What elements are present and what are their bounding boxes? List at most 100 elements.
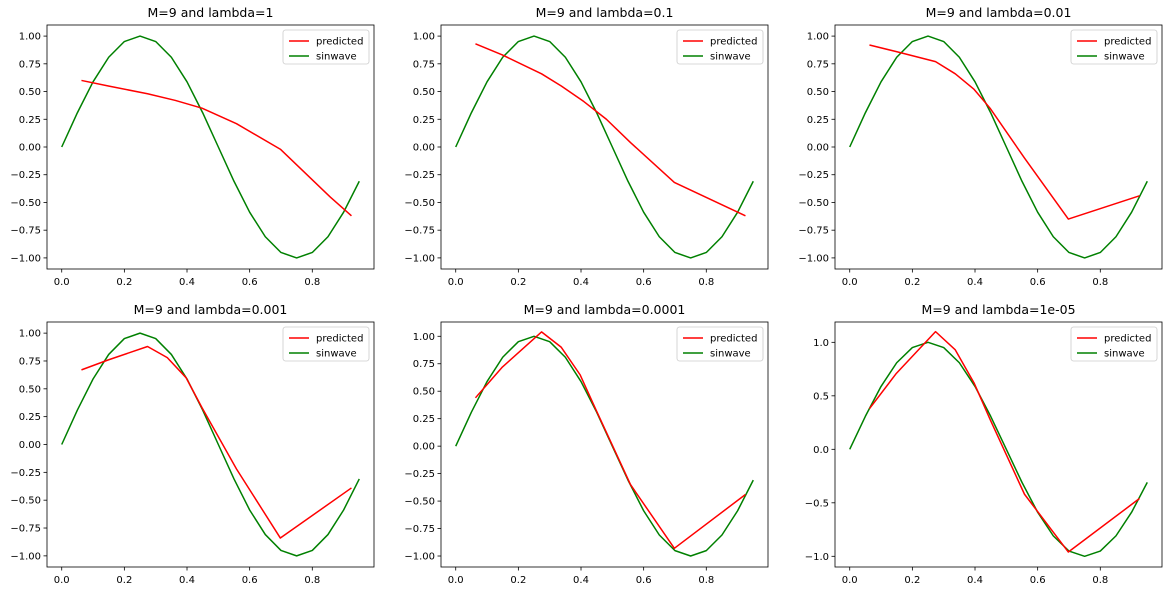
legend: predicted sinwave [282, 326, 370, 362]
y-tick-label: 0.25 [19, 412, 41, 423]
legend-label: predicted [316, 334, 363, 345]
x-tick-label: 0.6 [1030, 277, 1046, 288]
x-tick-label: 0.2 [510, 277, 526, 288]
series-line-predicted [474, 331, 746, 550]
x-tick-label: 0.4 [967, 575, 983, 586]
legend: predicted sinwave [676, 29, 764, 65]
legend-label: predicted [710, 37, 757, 48]
x-tick-label: 0.0 [448, 277, 464, 288]
y-tick-label: 0.25 [19, 115, 41, 126]
x-tick-label: 0.2 [904, 575, 920, 586]
x-tick-label: 0.8 [1092, 277, 1108, 288]
x-tick-label: 0.4 [967, 277, 983, 288]
x-tick-label: 0.2 [116, 575, 132, 586]
legend: predicted sinwave [282, 29, 370, 65]
y-tick-label: 0.0 [813, 445, 829, 456]
legend-label: predicted [1104, 334, 1151, 345]
y-tick-label: −0.25 [798, 170, 829, 181]
x-tick-label: 0.8 [698, 277, 714, 288]
x-tick-label: 0.4 [179, 277, 195, 288]
legend-label: predicted [316, 37, 363, 48]
x-tick-label: 0.8 [304, 575, 320, 586]
subplot-title: M=9 and lambda=1e-05 [921, 302, 1075, 317]
series-line-predicted [869, 44, 1140, 220]
y-tick-label: −1.00 [798, 253, 829, 264]
y-tick-label: 0.00 [807, 143, 829, 154]
series-line-predicted [81, 79, 352, 217]
y-tick-label: −0.75 [404, 226, 435, 237]
legend-label: predicted [1104, 37, 1151, 48]
x-tick-label: 0.0 [54, 277, 70, 288]
y-tick-label: −0.50 [10, 496, 41, 507]
y-tick-label: 1.00 [19, 329, 41, 340]
x-tick-label: 0.4 [573, 575, 589, 586]
axes-frame [834, 321, 1163, 568]
y-tick-label: 0.50 [19, 87, 41, 98]
y-tick-label: −0.50 [10, 198, 41, 209]
x-tick-label: 0.6 [636, 277, 652, 288]
y-tick-label: 1.00 [413, 32, 435, 43]
y-tick-label: −0.25 [10, 170, 41, 181]
legend-label: sinwave [710, 52, 751, 63]
legend-label: sinwave [316, 52, 357, 63]
legend: predicted sinwave [1070, 29, 1158, 65]
series-line-sinwave [455, 35, 754, 259]
subplot-1: M=9 and lambda=1 0.0 0.2 0.4 0.6 0.8 1.00 0.75 0… [10, 5, 375, 288]
subplot-3: M=9 and lambda=0.01 0.0 0.2 0.4 0.6 0.8 1.00 0.… [798, 5, 1163, 288]
x-tick-label: 0.6 [242, 575, 258, 586]
x-tick-label: 0.4 [573, 277, 589, 288]
y-tick-label: 0.00 [413, 442, 435, 453]
series-line-sinwave [849, 35, 1148, 259]
x-tick-label: 0.8 [698, 575, 714, 586]
x-tick-label: 0.6 [1030, 575, 1046, 586]
axes-frame [440, 24, 769, 270]
y-tick-label: −0.75 [10, 524, 41, 535]
y-tick-label: 0.50 [413, 387, 435, 398]
x-tick-label: 0.8 [304, 277, 320, 288]
y-tick-label: 0.75 [807, 59, 829, 70]
axes-frame [440, 321, 769, 568]
y-tick-label: −0.50 [404, 198, 435, 209]
y-tick-label: 1.00 [807, 32, 829, 43]
y-tick-label: −1.00 [10, 253, 41, 264]
legend-label: sinwave [1104, 349, 1145, 360]
subplot-2: M=9 and lambda=0.1 0.0 0.2 0.4 0.6 0.8 1.00 0.7… [404, 5, 769, 288]
x-tick-label: 0.2 [116, 277, 132, 288]
y-tick-label: −0.25 [404, 170, 435, 181]
legend: predicted sinwave [1070, 326, 1158, 362]
y-tick-label: −0.25 [404, 469, 435, 480]
x-tick-label: 0.8 [1092, 575, 1108, 586]
y-tick-label: 0.5 [813, 391, 829, 402]
y-tick-label: 0.75 [413, 359, 435, 370]
series-line-predicted [475, 43, 746, 217]
y-tick-label: −1.0 [805, 552, 829, 563]
y-tick-label: −0.75 [404, 524, 435, 535]
y-tick-label: 0.50 [19, 384, 41, 395]
y-tick-label: −0.75 [798, 226, 829, 237]
y-tick-label: 1.00 [413, 332, 435, 343]
series-line-predicted [868, 330, 1140, 553]
x-tick-label: 0.2 [510, 575, 526, 586]
legend-label: sinwave [1104, 52, 1145, 63]
legend: predicted sinwave [676, 326, 764, 362]
x-tick-label: 0.0 [448, 575, 464, 586]
axes-frame [46, 24, 375, 270]
series-line-predicted [81, 345, 352, 539]
x-tick-label: 0.6 [242, 277, 258, 288]
y-tick-label: 0.00 [19, 440, 41, 451]
legend-label: sinwave [710, 349, 751, 360]
subplot-title: M=9 and lambda=1 [148, 5, 274, 20]
x-tick-label: 0.4 [179, 575, 195, 586]
y-tick-label: −0.50 [404, 497, 435, 508]
y-tick-label: 0.75 [19, 356, 41, 367]
y-tick-label: −0.5 [805, 498, 829, 509]
y-tick-label: 0.75 [413, 59, 435, 70]
x-tick-label: 0.6 [636, 575, 652, 586]
y-tick-label: 0.50 [413, 87, 435, 98]
subplot-title: M=9 and lambda=0.01 [926, 5, 1072, 20]
y-tick-label: −1.00 [10, 551, 41, 562]
y-tick-label: −0.25 [10, 468, 41, 479]
y-tick-label: 0.00 [413, 143, 435, 154]
x-tick-label: 0.0 [54, 575, 70, 586]
